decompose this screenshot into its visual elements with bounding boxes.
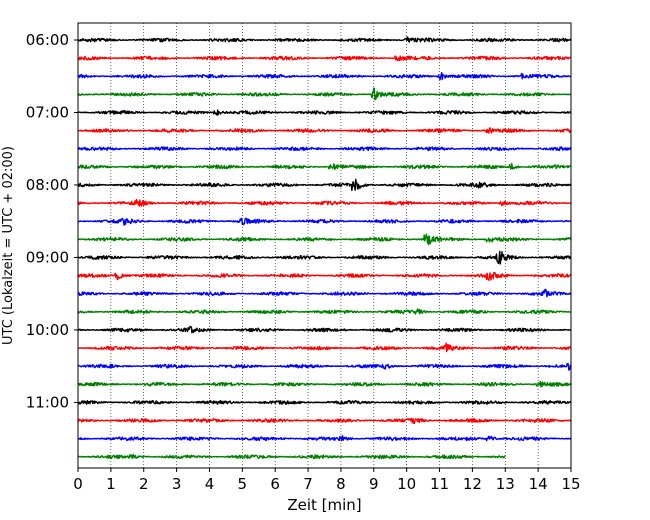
y-tick-label: 08:00 (26, 176, 69, 194)
seismic-trace (77, 71, 572, 81)
seismic-trace (77, 453, 506, 460)
x-tick-label: 1 (106, 475, 116, 493)
seismic-trace (77, 217, 572, 226)
trace-group (77, 36, 572, 460)
grid-lines (110, 23, 539, 468)
x-tick-label: 4 (205, 475, 215, 493)
x-tick-label: 0 (73, 475, 83, 493)
seismic-trace (77, 162, 572, 171)
plot-frame (77, 22, 572, 469)
seismic-trace (77, 198, 572, 207)
seismic-trace (77, 380, 572, 388)
seismic-trace (77, 342, 572, 353)
x-tick-label: 3 (172, 475, 182, 493)
x-tick-label: 12 (463, 475, 482, 493)
x-axis-label: Zeit [min] (287, 496, 361, 514)
x-tick-label: 7 (303, 475, 313, 493)
seismic-trace (77, 399, 572, 405)
seismic-trace (77, 271, 572, 281)
x-tick-label: 9 (369, 475, 379, 493)
seismic-trace (77, 109, 572, 116)
seismic-trace (77, 417, 572, 425)
seismic-trace (77, 325, 572, 334)
seismic-trace (77, 146, 572, 152)
y-tick-label: 09:00 (26, 248, 69, 266)
seismic-trace (77, 250, 572, 265)
y-tick-label: 10:00 (26, 321, 69, 339)
y-tick-label: 11:00 (26, 393, 69, 411)
x-tick-label: 5 (238, 475, 248, 493)
x-tick-label: 11 (430, 475, 449, 493)
x-tick-label: 8 (336, 475, 346, 493)
seismic-trace (77, 178, 572, 192)
x-tick-label: 14 (529, 475, 548, 493)
x-tick-label: 2 (139, 475, 149, 493)
seismic-trace (77, 308, 572, 315)
x-axis-ticks: 0 1 2 3 4 5 6 7 8 9 10 11 12 13 14 15 (73, 468, 581, 493)
seismic-trace (77, 36, 572, 43)
seismic-trace (77, 55, 572, 62)
y-tick-label: 07:00 (26, 103, 69, 121)
seismic-trace (77, 362, 572, 371)
y-axis-label: UTC (Lokalzeit = UTC + 02:00) (1, 146, 16, 345)
x-tick-label: 13 (496, 475, 515, 493)
y-tick-label: 06:00 (26, 31, 69, 49)
x-tick-label: 10 (397, 475, 416, 493)
seismic-trace (77, 127, 572, 134)
seismic-trace (77, 435, 572, 442)
x-tick-label: 6 (270, 475, 280, 493)
seismic-trace (77, 233, 572, 246)
seismic-trace (77, 288, 572, 298)
y-axis-ticks: 06:00 07:00 08:00 09:00 10:00 11:00 (26, 31, 78, 411)
seismic-trace (77, 87, 572, 101)
x-tick-label: 15 (561, 475, 580, 493)
